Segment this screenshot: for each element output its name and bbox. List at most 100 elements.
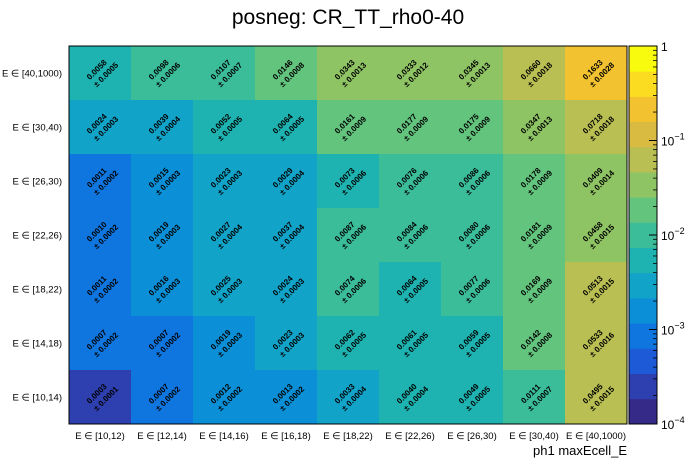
heatmap-cell	[503, 46, 566, 101]
heatmap-cell	[255, 262, 318, 317]
heatmap-cell	[193, 208, 256, 263]
heatmap-cell	[441, 46, 504, 101]
heatmap-cell	[69, 46, 132, 101]
heatmap-cell	[69, 208, 132, 263]
heatmap-cell	[255, 46, 318, 101]
x-tick-label: E ∈ [14,16)	[199, 431, 248, 442]
heatmap-cell	[317, 154, 380, 209]
heatmap-cell	[193, 100, 256, 155]
heatmap-cell	[379, 262, 442, 317]
heatmap-cell	[255, 100, 318, 155]
x-tick-label: E ∈ [40,1000)	[566, 431, 626, 442]
color-scale-ticks: 1 10−1 10−2 10−3 10−4	[649, 40, 685, 432]
heatmap-cell	[255, 370, 318, 425]
y-tick-label: E ∈ [26,30)	[13, 177, 62, 188]
color-scale-step	[629, 96, 657, 122]
color-scale-step	[629, 146, 657, 173]
heatmap-cell	[193, 154, 256, 209]
heatmap-cell	[503, 154, 566, 209]
color-scale-step	[629, 71, 657, 97]
heatmap-cell	[379, 370, 442, 425]
heatmap-cell	[503, 316, 566, 371]
heatmap-cell	[565, 100, 628, 155]
y-tick-label: E ∈ [22,26)	[13, 231, 62, 242]
heatmap-cell	[565, 208, 628, 263]
heatmap-cell	[193, 316, 256, 371]
heatmap-cell	[503, 100, 566, 155]
heatmap-cell	[317, 370, 380, 425]
x-tick-label: E ∈ [10,12)	[75, 431, 124, 442]
y-tick-label: E ∈ [40,1000)	[2, 69, 62, 80]
x-axis-labels: E ∈ [10,12) E ∈ [12,14) E ∈ [14,16) E ∈ [16…	[75, 431, 626, 442]
x-tick-label: E ∈ [16,18)	[261, 431, 310, 442]
x-tick-label: E ∈ [12,14)	[137, 431, 186, 442]
color-scale-step	[629, 373, 657, 400]
heatmap-cell	[193, 46, 256, 101]
x-tick-label: E ∈ [30,40)	[509, 431, 558, 442]
heatmap-cell	[379, 154, 442, 209]
heatmap-cell	[131, 154, 194, 209]
color-scale-step	[629, 46, 657, 72]
color-scale-tick-label: 10−3	[661, 321, 685, 338]
heatmap-cell	[131, 370, 194, 425]
heatmap-cell	[565, 154, 628, 209]
heatmap-cell	[441, 262, 504, 317]
heatmap-cell	[69, 262, 132, 317]
plot-frame	[68, 45, 628, 425]
color-scale-tick-label: 10−2	[661, 226, 685, 243]
y-tick-label: E ∈ [14,18)	[13, 339, 62, 350]
heatmap-cell	[255, 154, 318, 209]
heatmap-cell	[317, 208, 380, 263]
color-scale-step	[629, 197, 657, 223]
y-axis-labels: E ∈ [40,1000) E ∈ [30,40) E ∈ [26,30) E ∈ […	[2, 69, 62, 404]
heatmap-cell	[503, 208, 566, 263]
heatmap-cell	[193, 262, 256, 317]
color-scale-step	[629, 272, 657, 299]
heatmap-cells: 0.0058± 0.0005 0.0098± 0.0006 0.0107± 0.00…	[69, 46, 628, 425]
heatmap-cell	[565, 46, 628, 101]
heatmap-cell	[193, 370, 256, 425]
color-scale-step	[629, 247, 657, 274]
heatmap-cell	[69, 100, 132, 155]
heatmap-cell	[441, 154, 504, 209]
heatmap-cell	[441, 316, 504, 371]
heatmap-cell	[255, 208, 318, 263]
heatmap-cell	[379, 316, 442, 371]
heatmap-cell	[379, 100, 442, 155]
heatmap-cell	[503, 370, 566, 425]
color-scale-tick-label: 1	[661, 40, 668, 54]
heatmap-cell	[255, 316, 318, 371]
heatmap-cell	[565, 370, 628, 425]
color-scale-step	[629, 172, 657, 198]
heatmap-cell	[565, 262, 628, 317]
chart-title: posneg: CR_TT_rho0-40	[232, 6, 464, 29]
heatmap-cell	[441, 208, 504, 263]
heatmap-cell	[69, 154, 132, 209]
color-scale-tick-label: 10−4	[661, 415, 685, 432]
heatmap-cell	[441, 370, 504, 425]
heatmap-cell	[131, 316, 194, 371]
x-axis-title: ph1 maxEcell_E	[533, 443, 627, 458]
heatmap-cell	[131, 100, 194, 155]
heatmap-cell	[441, 100, 504, 155]
color-scale-tick-label: 10−1	[661, 132, 685, 149]
y-tick-label: E ∈ [10,14)	[13, 393, 62, 404]
heatmap-cell	[317, 262, 380, 317]
heatmap-cell	[131, 46, 194, 101]
y-tick-label: E ∈ [18,22)	[13, 285, 62, 296]
heatmap-cell	[565, 316, 628, 371]
heatmap-cell	[317, 100, 380, 155]
x-tick-label: E ∈ [26,30)	[447, 431, 496, 442]
color-scale-step	[629, 298, 657, 324]
heatmap-cell	[317, 316, 380, 371]
heatmap-cell	[69, 316, 132, 371]
x-tick-label: E ∈ [22,26)	[385, 431, 434, 442]
color-scale-step	[629, 121, 657, 148]
heatmap-cell	[379, 208, 442, 263]
color-scale-step	[629, 323, 657, 349]
heatmap-cell	[131, 262, 194, 317]
heatmap-cell	[317, 46, 380, 101]
heatmap-cell	[379, 46, 442, 101]
x-tick-label: E ∈ [18,22)	[323, 431, 372, 442]
